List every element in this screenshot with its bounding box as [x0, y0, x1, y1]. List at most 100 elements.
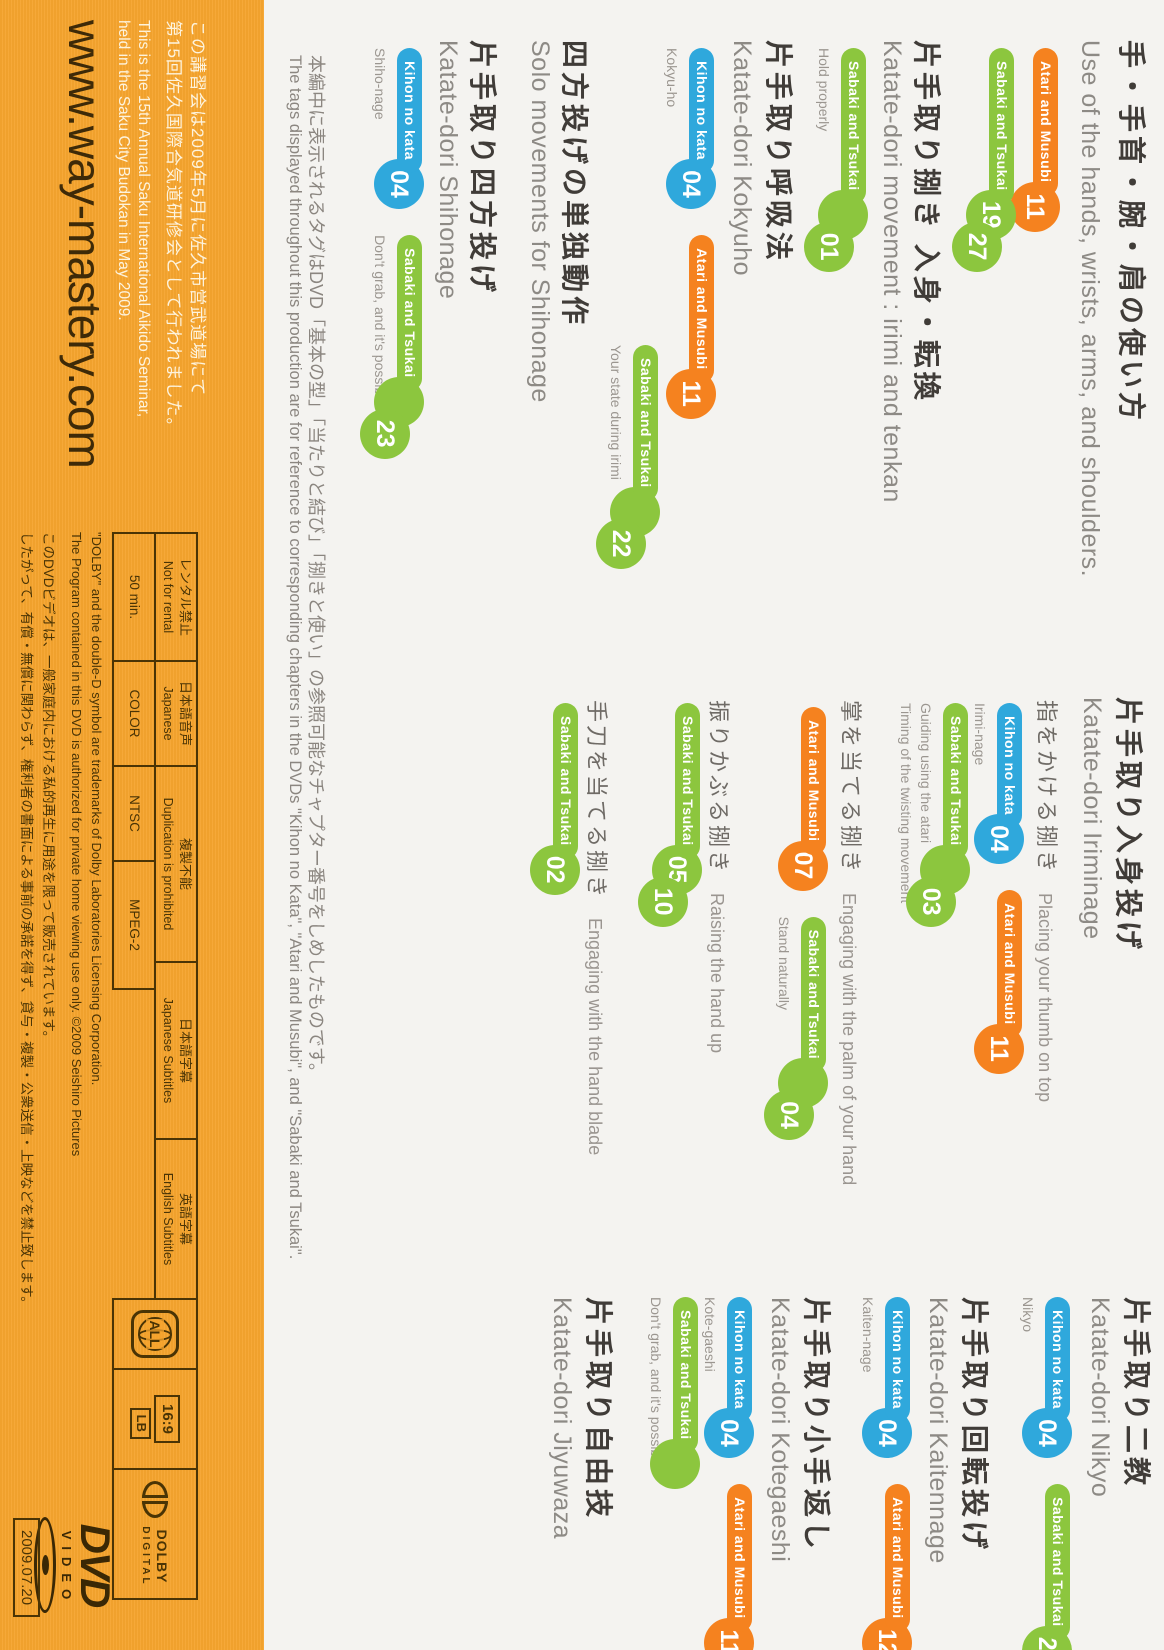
tag-pill-group: Sabaki and Tsukai 27 [1022, 1484, 1072, 1650]
tag-pill-group: Kihon no kata 04 [862, 1297, 912, 1459]
tag-sublabel: Kokyu-ho [664, 48, 680, 108]
section-title-jp-kaitennage: 片手取り回転投げ [959, 1297, 990, 1554]
spec-en: English Subtitles [160, 1172, 175, 1266]
tag-sublabel: Hold properly [816, 48, 832, 132]
aspect-ratio: 16:9 [154, 1394, 180, 1444]
section-title-jp-kotegaeshi: 片手取り小手返し [801, 1297, 832, 1554]
tag-label: Atari and Musubi [997, 890, 1022, 1038]
tag-pill-group: Kihon no kata 04 [1022, 1297, 1072, 1459]
tag-row: Sabaki and Tsukai 03 Guiding using the a… [897, 703, 970, 927]
chapter-number-bulb: 22 [596, 518, 646, 569]
tag-sublabel: Stand naturally [776, 916, 792, 1010]
video-wordmark: VIDEO [59, 1530, 75, 1607]
tag-row: Atari and Musubi 11 [1010, 48, 1060, 232]
chapter-tag-kihon: Kihon no kata 04 Kokyu-ho [663, 48, 716, 210]
chapter-tag-sabaki-tsukai: Sabaki and Tsukai 03 Guiding using the a… [897, 703, 970, 927]
section-title-jp-use-of-hands: 手・手首・腕・肩の使い方 [1116, 40, 1147, 425]
subsection-en: Placing your thumb on top [1035, 893, 1055, 1103]
section-title-en-iriminage: Katate-dori Iriminage [1078, 697, 1106, 940]
chapter-tag-kihon: Kihon no kata 04 Irimi-nage [971, 703, 1024, 865]
spec-jp: 複製不能 [177, 837, 193, 890]
dvd-wordmark: DVD [72, 1523, 119, 1607]
tag-pill-group: Atari and Musubi 11 [974, 890, 1024, 1074]
tag-label: Atari and Musubi [689, 235, 714, 383]
tag-sublabel: Your state during irimi [608, 345, 624, 480]
tag-pill-group: Sabaki and Tsukai 03 [906, 703, 970, 927]
seminar-note-jp-line1: この講習会は2009年5月に佐久市営武道場にて [188, 20, 207, 397]
tag-pill-group: Kihon no kata 04 [704, 1297, 754, 1459]
tag-pill-group: Kihon no kata 04 [374, 48, 424, 210]
tag-row: Sabaki and Tsukai 02 [530, 703, 580, 895]
subsection-heading-raising: 振りかぶる捌き Raising the hand up [704, 700, 736, 1053]
section-title-jp-movement: 片手取り捌き 入身・転換 [911, 40, 942, 404]
tag-pill-group: Sabaki and Tsukai 22 [596, 345, 660, 569]
chapter-tag-sabaki-tsukai: Sabaki and Tsukai 01 Hold properly [804, 48, 868, 272]
tag-label: Sabaki and Tsukai [397, 235, 422, 391]
tag-row: Sabaki and Tsukai 19 27 [952, 48, 1016, 272]
tag-pill-group: Sabaki and Tsukai 19 27 [952, 48, 1016, 272]
tag-sublabel: Irimi-nage [972, 703, 988, 766]
tag-pill-group: Kihon no kata 04 [974, 703, 1024, 865]
tag-row: Kihon no kata 04 Irimi-nage Atari and Mu… [971, 703, 1024, 1074]
tag-row: Sabaki and Tsukai 01 Hold properly [804, 48, 868, 272]
chapter-tag-atari-musubi: Atari and Musubi 11 [1010, 48, 1060, 232]
subsection-jp: 手刀を当てる捌き [584, 700, 609, 901]
spec-cell-dolby: DOLBY DIGITAL [112, 1468, 198, 1600]
chapter-number-bulb: 01 [804, 221, 854, 272]
tag-label: Kihon no kata [997, 703, 1022, 829]
section-title-jp-solo-shihonage: 四方投げの単独動作 [559, 40, 590, 329]
fine-print-line1: "DOLBY" and the double-D symbol are trad… [89, 532, 104, 1086]
tag-row: Kihon no kata 04 Nikyo Sabaki and Tsukai… [1019, 1297, 1072, 1650]
chapter-tag-atari-musubi: Atari and Musubi 12 [862, 1484, 912, 1650]
tag-sublabel: Kote-gaeshi [702, 1297, 718, 1372]
tag-sublabel: Shiho-nage [372, 48, 388, 120]
chapter-tag-sabaki-tsukai: Sabaki and Tsukai 22 Your state during i… [596, 345, 660, 569]
tag-sublabel: Guiding using the atari [918, 703, 934, 844]
tag-sublabel: Kaiten-nage [860, 1297, 876, 1373]
chapter-number-bulb: 23 [360, 408, 410, 459]
tags-note-en: The tags displayed throughout this produ… [286, 55, 304, 1260]
tag-pill-group: Sabaki and Tsukai 04 [764, 916, 828, 1141]
fine-print-line4: したがって、有償・無償に関わらず、権利者の書面による事前の承諾を得ず、貸与・複製… [19, 532, 34, 1310]
chapter-tag-sabaki-tsukai: Sabaki and Tsukai 27 [1022, 1484, 1072, 1650]
tag-label: Sabaki and Tsukai [943, 703, 968, 859]
spec-cell-color: COLOR [112, 660, 156, 767]
chapter-tag-sabaki-tsukai: Sabaki and Tsukai 23 Don't grab, and it'… [360, 235, 424, 459]
tag-pill-group: Kihon no kata 04 [666, 48, 716, 210]
subsection-jp: 指をかける捌き [1034, 700, 1059, 876]
website-url: www.way-mastery.com [59, 20, 111, 468]
tag-pill-group: Sabaki and Tsukai [650, 1297, 700, 1489]
section-title-en-use-of-hands: Use of the hands, wrists, arms, and shou… [1076, 40, 1104, 578]
tag-pill-group: Sabaki and Tsukai 23 [360, 235, 424, 459]
tag-label: Kihon no kata [727, 1297, 752, 1423]
tag-row: Kihon no kata 04 Kokyu-ho Atari and Musu… [663, 48, 716, 419]
letterbox-label: LB [130, 1407, 152, 1440]
tags-note-jp: 本編中に表示されるタグはDVD「基本の型」「当たりと結び」「捌きと使い」の参照可… [306, 55, 326, 1082]
spec-cell-en-subtitles: 英語字幕 English Subtitles [154, 1138, 198, 1300]
tag-label: Atari and Musubi [1033, 48, 1058, 196]
tag-row: Sabaki and Tsukai 05 10 [638, 703, 702, 927]
region-code: ALL [145, 1319, 165, 1349]
seminar-note-en-line1: This is the 15th Annual Saku Internation… [135, 20, 152, 418]
chapter-number-bulb: 27 [952, 221, 1002, 272]
tag-row: Kihon no kata 04 Kaiten-nage Atari and M… [859, 1297, 912, 1650]
tag-label: Sabaki and Tsukai [841, 48, 866, 204]
tag-label: Sabaki and Tsukai [1045, 1484, 1070, 1640]
tag-label: Sabaki and Tsukai [989, 48, 1014, 204]
subsection-en: Raising the hand up [707, 893, 727, 1054]
tag-pill-group: Atari and Musubi 07 [778, 707, 828, 891]
tag-row: Sabaki and Tsukai Don't grab, and it's p… [647, 1297, 700, 1489]
section-title-jp-kokyuho: 片手取り呼吸法 [763, 40, 794, 265]
tag-pill-group: Atari and Musubi 11 [666, 235, 716, 419]
tag-pill-group: Sabaki and Tsukai 01 [804, 48, 868, 272]
chapter-tag-sabaki-tsukai: Sabaki and Tsukai 02 [530, 703, 580, 895]
tag-label: Sabaki and Tsukai [553, 703, 578, 859]
tag-pill-group: Atari and Musubi 12 [862, 1484, 912, 1650]
tag-row: Atari and Musubi 07 Sabaki and Tsukai 04… [764, 707, 828, 1141]
subsection-en: Engaging with the palm of your hand [839, 893, 859, 1186]
aspect-169-lb-icon: 16:9 LB [130, 1394, 180, 1444]
tag-pill-group: Atari and Musubi 11 [704, 1484, 754, 1650]
seminar-note-en-line2: held in the Saku City Budokan in May 200… [115, 20, 132, 321]
tag-label: Kihon no kata [1045, 1297, 1070, 1423]
